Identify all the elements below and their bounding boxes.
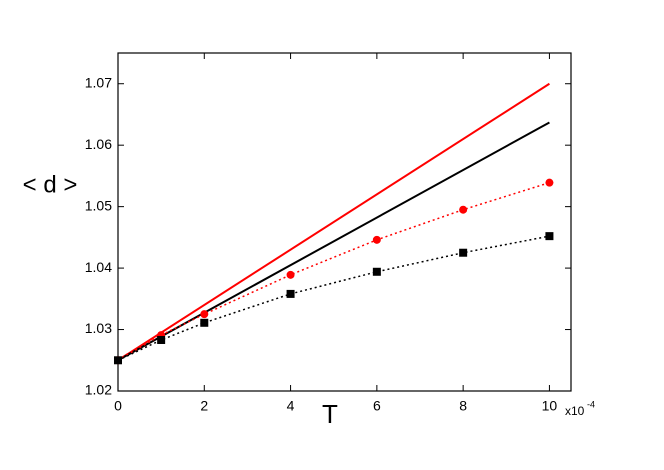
x-tick-label: 8 xyxy=(459,398,467,414)
marker xyxy=(545,232,554,241)
marker xyxy=(372,235,381,244)
marker xyxy=(459,248,468,257)
y-tick-label: 1.03 xyxy=(85,320,112,336)
x-tick-label: 2 xyxy=(200,398,208,414)
x-multiplier: x10 xyxy=(565,404,585,418)
x-tick-label: 4 xyxy=(287,398,295,414)
series-line xyxy=(117,82,550,362)
y-axis-label: < d > xyxy=(23,171,78,198)
marker xyxy=(200,310,209,319)
marker xyxy=(114,356,122,365)
series-line xyxy=(117,181,550,361)
y-tick-label: 1.04 xyxy=(85,259,112,275)
y-tick-label: 1.06 xyxy=(85,136,112,152)
series-line xyxy=(117,121,550,362)
series-line xyxy=(117,235,550,361)
marker xyxy=(286,270,295,279)
marker xyxy=(459,205,468,214)
marker xyxy=(372,267,381,276)
y-tick-label: 1.07 xyxy=(85,74,112,90)
marker xyxy=(200,318,209,327)
x-multiplier-exponent: -4 xyxy=(587,399,595,409)
x-tick-label: 10 xyxy=(542,398,558,414)
x-tick-label: 6 xyxy=(373,398,381,414)
x-tick-label: 0 xyxy=(114,398,122,414)
y-tick-label: 1.02 xyxy=(85,382,112,398)
marker xyxy=(545,178,554,187)
x-axis-label: T xyxy=(322,399,338,429)
marker xyxy=(157,335,166,344)
plot-frame xyxy=(117,52,572,392)
marker xyxy=(286,289,295,298)
y-tick-label: 1.05 xyxy=(85,197,112,213)
